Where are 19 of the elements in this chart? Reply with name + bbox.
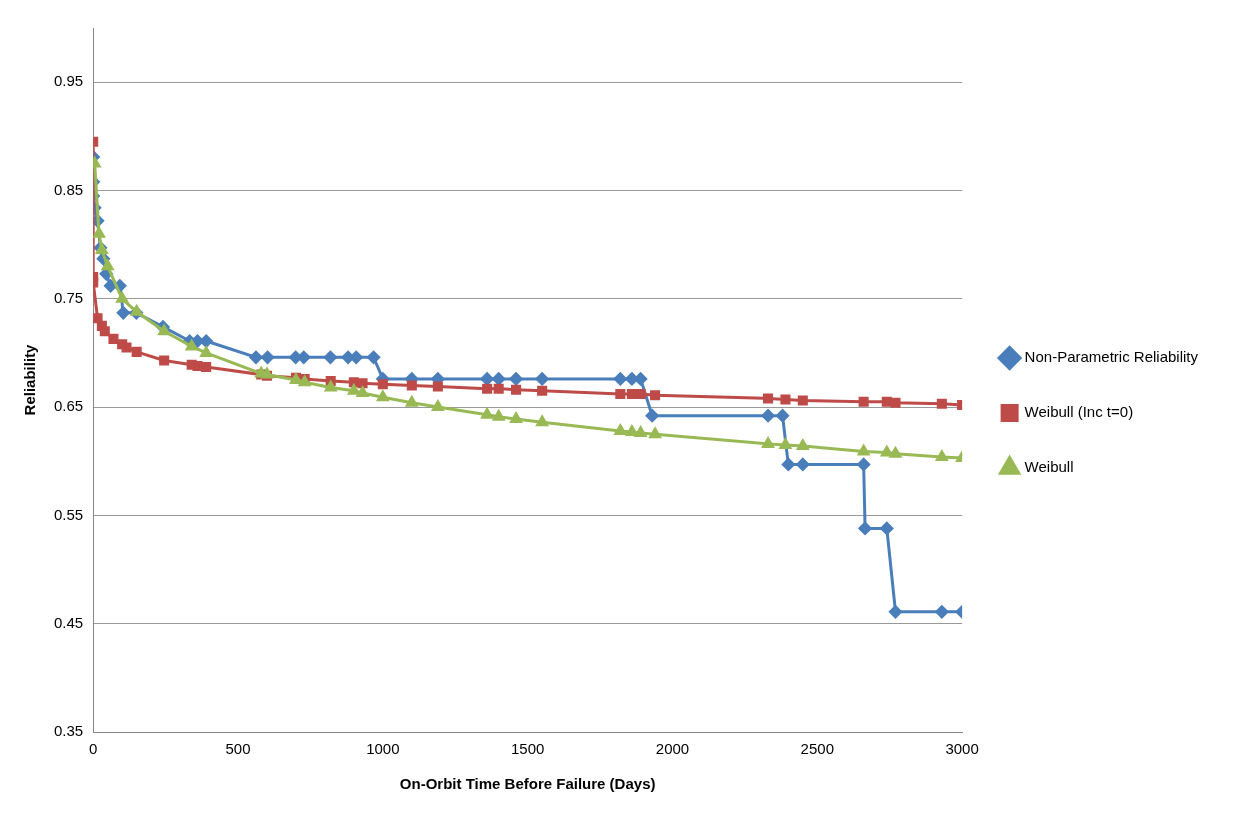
x-tick-label: 2000 [655, 740, 690, 758]
y-axis-title: Reliability [21, 343, 39, 416]
x-tick-label: 1500 [510, 740, 545, 758]
legend-label: Weibull (Inc t=0) [1024, 403, 1134, 421]
legend-label: Weibull [1024, 458, 1074, 476]
x-tick-label: 2500 [800, 740, 834, 758]
y-tick-label: 0.35 [53, 722, 84, 740]
x-tick-label: 3000 [945, 740, 979, 758]
y-tick-label: 0.45 [53, 613, 84, 631]
x-tick-label: 0 [89, 740, 98, 758]
legend-label: Non-Parametric Reliability [1024, 348, 1199, 366]
y-tick-label: 0.95 [53, 72, 84, 90]
x-tick-label: 1000 [366, 740, 400, 758]
x-axis-title: On-Orbit Time Before Failure (Days) [399, 775, 656, 793]
x-tick-label: 500 [225, 740, 251, 758]
y-tick-label: 0.85 [53, 180, 84, 198]
y-tick-label: 0.55 [53, 505, 84, 523]
y-tick-label: 0.65 [53, 397, 84, 415]
y-tick-label: 0.75 [53, 288, 84, 306]
